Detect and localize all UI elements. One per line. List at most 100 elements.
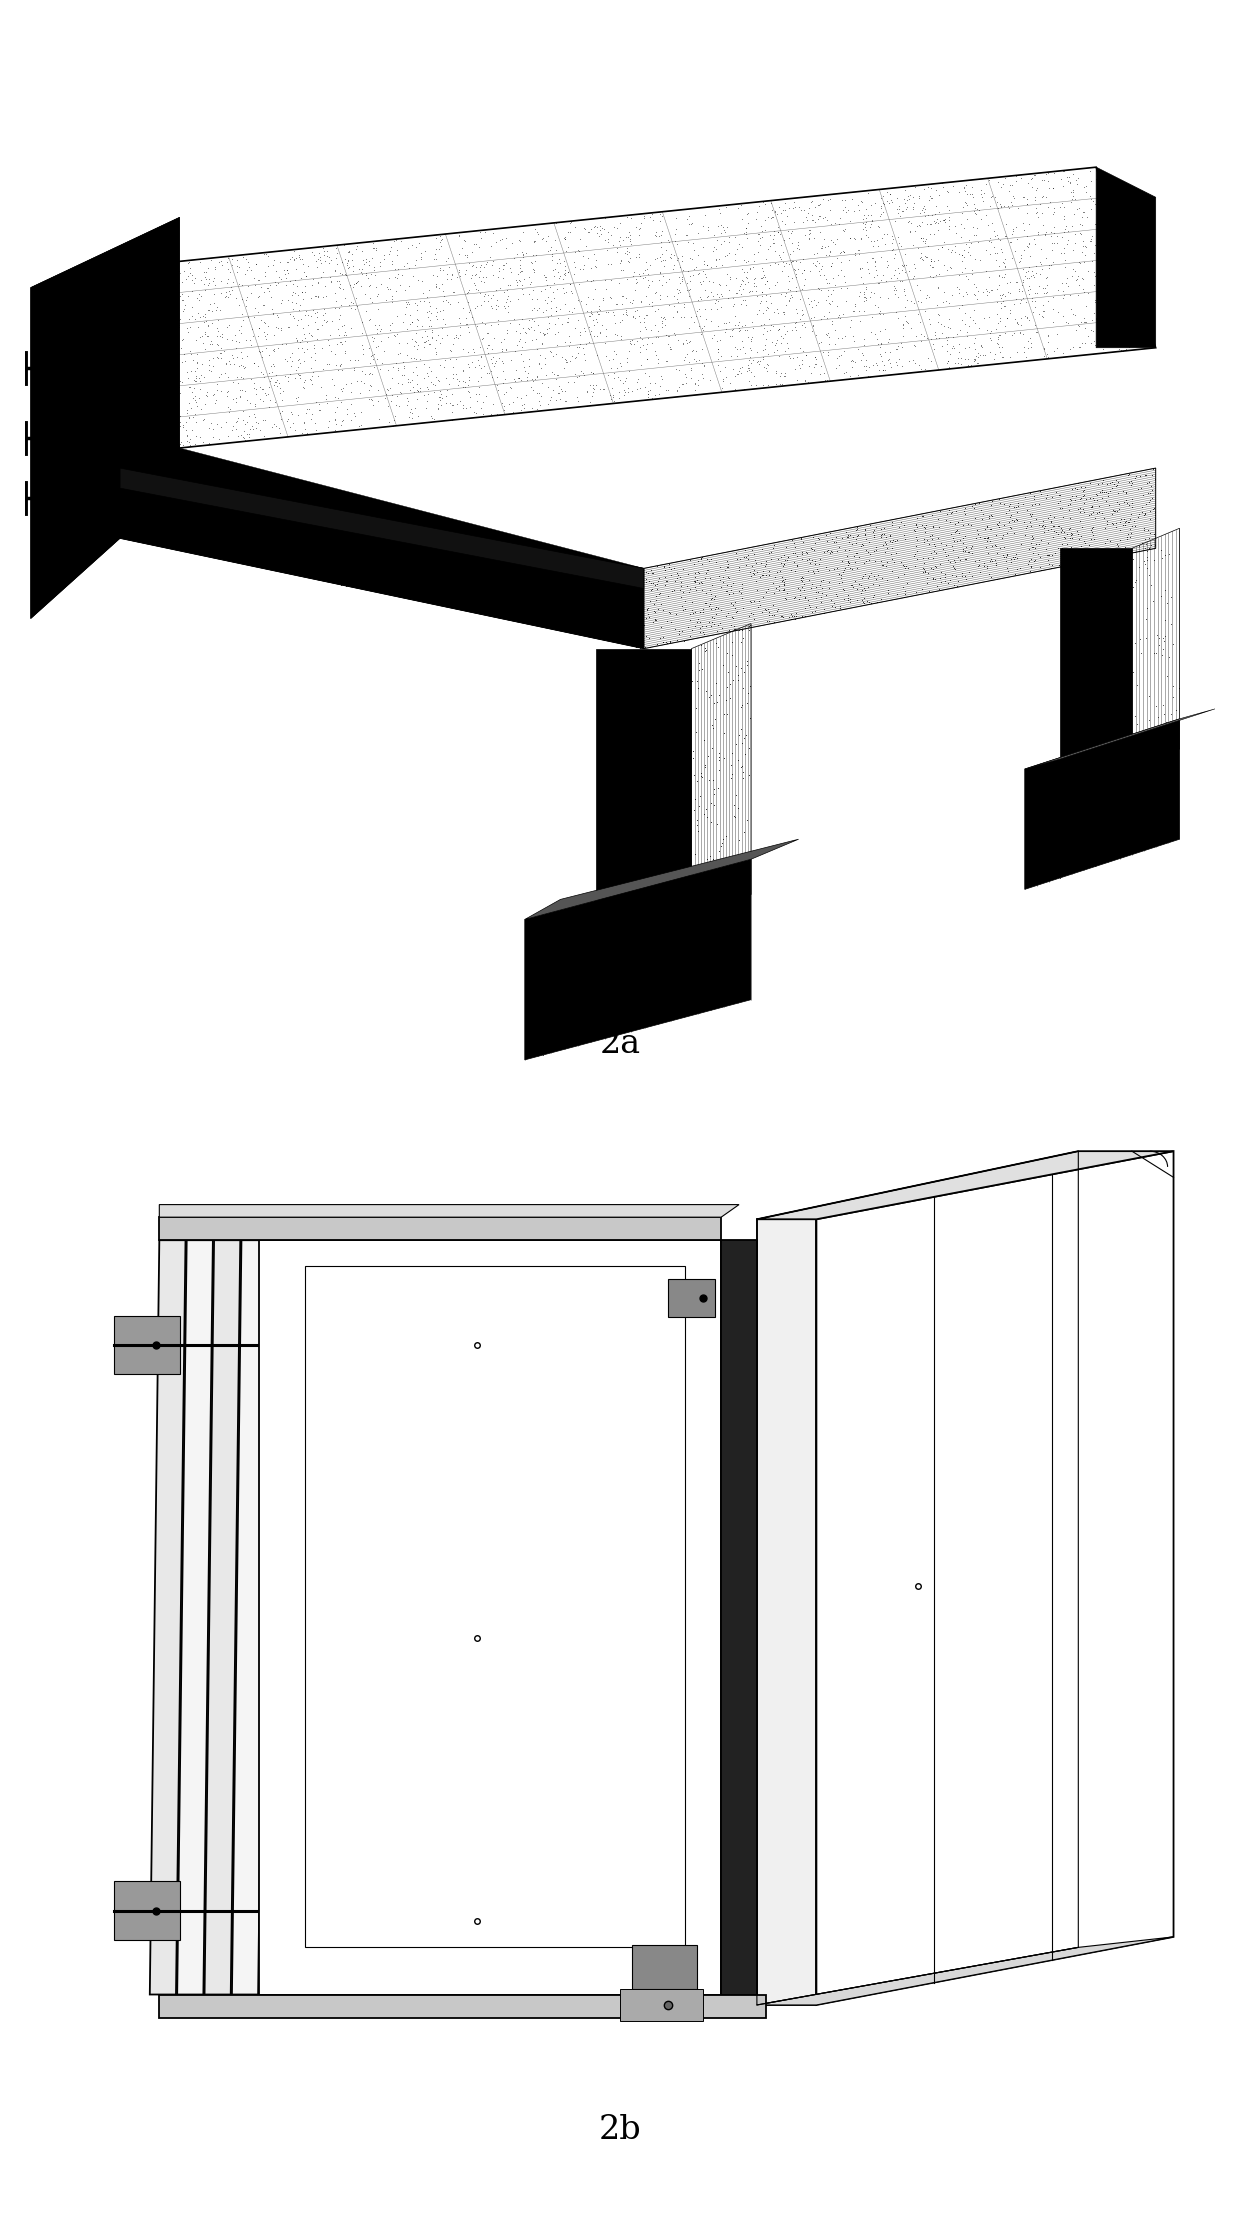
Point [729, 305, 749, 341]
Point [386, 223, 405, 259]
Point [1130, 622, 1149, 658]
Point [556, 564, 575, 600]
Point [652, 305, 672, 341]
Point [306, 321, 326, 357]
Point [848, 192, 868, 227]
Point [1146, 800, 1166, 836]
Point [1156, 704, 1176, 740]
Point [883, 232, 903, 267]
Point [336, 366, 356, 401]
Point [1022, 169, 1042, 205]
Point [412, 308, 432, 343]
Point [613, 555, 632, 591]
Point [657, 577, 677, 613]
Point [838, 577, 858, 613]
Point [877, 562, 897, 597]
Point [172, 321, 192, 357]
Point [693, 595, 713, 631]
Point [315, 546, 335, 582]
Point [825, 586, 844, 622]
Point [815, 256, 835, 292]
Point [615, 374, 635, 410]
Point [413, 548, 433, 584]
Point [223, 513, 243, 548]
Point [739, 350, 759, 386]
Point [477, 330, 497, 366]
Point [262, 502, 281, 537]
Point [424, 401, 444, 437]
Point [326, 241, 346, 276]
Point [782, 279, 802, 314]
Point [1023, 256, 1043, 292]
Point [1092, 475, 1112, 510]
Point [1065, 216, 1085, 252]
Point [409, 568, 429, 604]
Point [670, 368, 689, 403]
Point [753, 341, 773, 377]
Point [1071, 234, 1091, 270]
Point [1091, 172, 1111, 207]
Point [816, 230, 836, 265]
Point [890, 198, 910, 234]
Point [799, 212, 818, 247]
Point [885, 203, 905, 239]
Point [653, 247, 673, 283]
Point [450, 259, 470, 294]
Point [324, 564, 343, 600]
Point [475, 586, 495, 622]
Point [1142, 733, 1162, 769]
Point [605, 557, 625, 593]
Point [754, 310, 774, 345]
Point [396, 290, 415, 325]
Point [314, 350, 334, 386]
Point [859, 535, 879, 571]
Point [538, 299, 558, 334]
Point [537, 566, 557, 602]
Point [410, 515, 430, 551]
Point [825, 267, 844, 303]
Point [399, 267, 419, 303]
Point [296, 551, 316, 586]
Point [968, 486, 988, 522]
Point [259, 390, 279, 426]
Point [167, 406, 187, 441]
Point [487, 526, 507, 562]
Point [242, 312, 262, 348]
Point [482, 555, 502, 591]
Point [918, 522, 937, 557]
Point [914, 551, 934, 586]
Point [704, 684, 724, 720]
Point [827, 350, 847, 386]
Point [906, 502, 926, 537]
Point [725, 308, 745, 343]
Point [660, 379, 680, 415]
Point [587, 580, 606, 615]
Point [1043, 279, 1063, 314]
Point [394, 350, 414, 386]
Point [742, 332, 761, 368]
Point [518, 542, 538, 577]
Point [733, 760, 753, 796]
Point [692, 310, 712, 345]
Point [923, 181, 942, 216]
Point [556, 247, 575, 283]
Point [408, 372, 428, 408]
Point [749, 345, 769, 381]
Point [873, 528, 893, 564]
Point [858, 535, 878, 571]
Point [1022, 528, 1042, 564]
Point [176, 261, 196, 296]
Point [515, 261, 534, 296]
Point [549, 912, 569, 947]
Point [265, 265, 285, 301]
Point [1080, 154, 1100, 189]
Point [554, 276, 574, 312]
Point [737, 548, 756, 584]
Point [195, 296, 215, 332]
Point [601, 609, 621, 644]
Point [573, 252, 593, 288]
Point [810, 256, 830, 292]
Point [777, 575, 797, 611]
Point [913, 189, 932, 225]
Point [1064, 196, 1084, 232]
